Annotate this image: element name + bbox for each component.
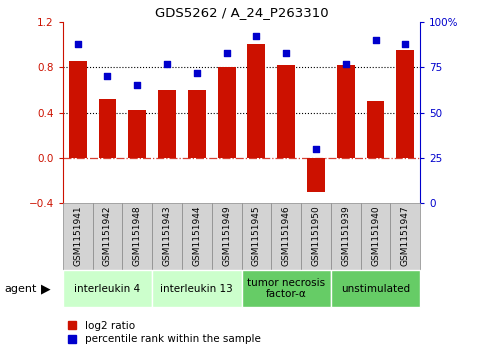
Text: GSM1151940: GSM1151940 (371, 205, 380, 266)
FancyBboxPatch shape (93, 203, 122, 270)
FancyBboxPatch shape (390, 203, 420, 270)
Bar (128, 110, 146, 158)
Bar (69, 61, 86, 158)
FancyBboxPatch shape (361, 203, 390, 270)
Bar (277, 65, 295, 158)
Text: interleukin 4: interleukin 4 (74, 284, 141, 294)
Bar (337, 65, 355, 158)
Text: GSM1151943: GSM1151943 (163, 205, 171, 266)
Point (223, 50, 230, 56)
Bar (218, 67, 236, 158)
Bar (247, 45, 265, 158)
FancyBboxPatch shape (63, 203, 93, 270)
FancyBboxPatch shape (212, 203, 242, 270)
Title: GDS5262 / A_24_P263310: GDS5262 / A_24_P263310 (155, 6, 328, 19)
FancyBboxPatch shape (152, 270, 242, 307)
Text: GSM1151939: GSM1151939 (341, 205, 350, 266)
Text: GSM1151948: GSM1151948 (133, 205, 142, 266)
Point (253, 33, 260, 39)
FancyBboxPatch shape (242, 203, 271, 270)
Bar (99, 99, 116, 158)
Point (372, 37, 380, 43)
Text: GSM1151942: GSM1151942 (103, 205, 112, 266)
Text: GSM1151947: GSM1151947 (401, 205, 410, 266)
FancyBboxPatch shape (152, 203, 182, 270)
Point (342, 61, 350, 66)
Bar (397, 50, 414, 158)
Text: GSM1151950: GSM1151950 (312, 205, 320, 266)
Point (401, 41, 409, 46)
Point (163, 61, 171, 66)
FancyBboxPatch shape (331, 203, 361, 270)
Text: GSM1151945: GSM1151945 (252, 205, 261, 266)
FancyBboxPatch shape (122, 203, 152, 270)
Text: interleukin 13: interleukin 13 (160, 284, 233, 294)
Bar (158, 90, 176, 158)
FancyBboxPatch shape (63, 270, 152, 307)
FancyBboxPatch shape (182, 203, 212, 270)
Point (282, 50, 290, 56)
Text: GSM1151944: GSM1151944 (192, 205, 201, 266)
Bar (367, 101, 384, 158)
Point (74, 41, 82, 46)
Text: GSM1151949: GSM1151949 (222, 205, 231, 266)
FancyBboxPatch shape (242, 270, 331, 307)
Point (104, 73, 112, 79)
Point (312, 146, 320, 152)
Text: GSM1151946: GSM1151946 (282, 205, 291, 266)
FancyBboxPatch shape (271, 203, 301, 270)
Text: unstimulated: unstimulated (341, 284, 410, 294)
Text: agent: agent (5, 284, 37, 294)
Bar (188, 90, 206, 158)
FancyBboxPatch shape (301, 203, 331, 270)
Text: tumor necrosis
factor-α: tumor necrosis factor-α (247, 278, 325, 299)
Legend: log2 ratio, percentile rank within the sample: log2 ratio, percentile rank within the s… (68, 321, 260, 344)
Text: GSM1151941: GSM1151941 (73, 205, 82, 266)
Point (193, 70, 201, 76)
Point (133, 82, 141, 88)
FancyBboxPatch shape (331, 270, 420, 307)
Bar (307, 158, 325, 192)
Text: ▶: ▶ (41, 282, 51, 295)
